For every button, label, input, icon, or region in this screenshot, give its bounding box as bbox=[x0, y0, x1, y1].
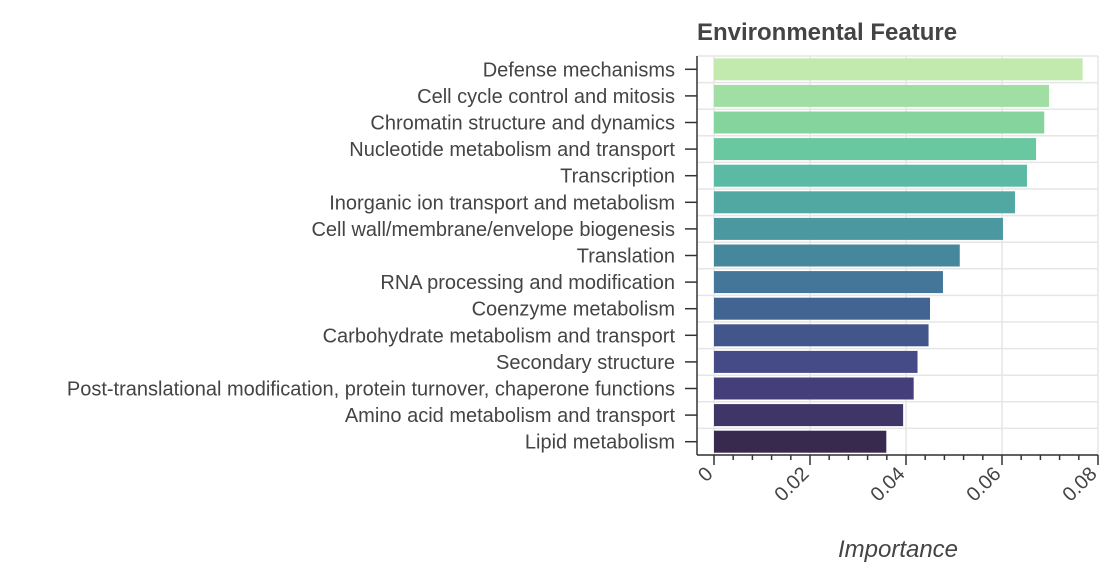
y-tick-label: Coenzyme metabolism bbox=[472, 299, 675, 321]
bar bbox=[714, 111, 1045, 134]
bar bbox=[714, 404, 904, 427]
y-tick-label: Translation bbox=[577, 246, 675, 268]
bar bbox=[714, 244, 960, 267]
bar bbox=[714, 297, 930, 320]
y-tick-label: Chromatin structure and dynamics bbox=[370, 113, 675, 135]
x-tick-label: 0 bbox=[694, 463, 717, 486]
bar bbox=[714, 84, 1050, 107]
x-axis-title: Importance bbox=[838, 536, 958, 563]
bar bbox=[714, 164, 1027, 187]
y-tick-label: Cell wall/membrane/envelope biogenesis bbox=[311, 219, 675, 241]
y-tick-label: Transcription bbox=[560, 166, 675, 188]
bar bbox=[714, 350, 918, 373]
bar bbox=[714, 58, 1083, 81]
y-tick-label: Secondary structure bbox=[496, 352, 675, 374]
y-tick-label: Carbohydrate metabolism and transport bbox=[323, 325, 676, 347]
bar bbox=[714, 430, 887, 453]
bar bbox=[714, 138, 1037, 161]
bar bbox=[714, 324, 929, 347]
y-tick-label: Defense mechanisms bbox=[483, 59, 675, 81]
chart-title: Environmental Feature bbox=[697, 19, 957, 46]
bar bbox=[714, 191, 1015, 214]
bar bbox=[714, 271, 943, 294]
y-tick-label: Post-translational modification, protein… bbox=[67, 379, 675, 401]
y-tick-label: Amino acid metabolism and transport bbox=[345, 405, 676, 427]
bar bbox=[714, 217, 1003, 240]
x-tick-label: 0.06 bbox=[962, 463, 1005, 506]
x-tick-label: 0.02 bbox=[770, 463, 813, 506]
bar bbox=[714, 377, 914, 400]
y-tick-label: Inorganic ion transport and metabolism bbox=[329, 192, 675, 214]
y-tick-label: RNA processing and modification bbox=[380, 272, 675, 294]
y-tick-label: Nucleotide metabolism and transport bbox=[349, 139, 675, 161]
x-tick-label: 0.08 bbox=[1058, 463, 1101, 506]
y-tick-label: Lipid metabolism bbox=[525, 432, 675, 454]
bar-layer bbox=[714, 58, 1083, 453]
axis-layer bbox=[685, 56, 1099, 465]
y-tick-label: Cell cycle control and mitosis bbox=[417, 86, 675, 108]
x-tick-label: 0.04 bbox=[866, 463, 909, 506]
